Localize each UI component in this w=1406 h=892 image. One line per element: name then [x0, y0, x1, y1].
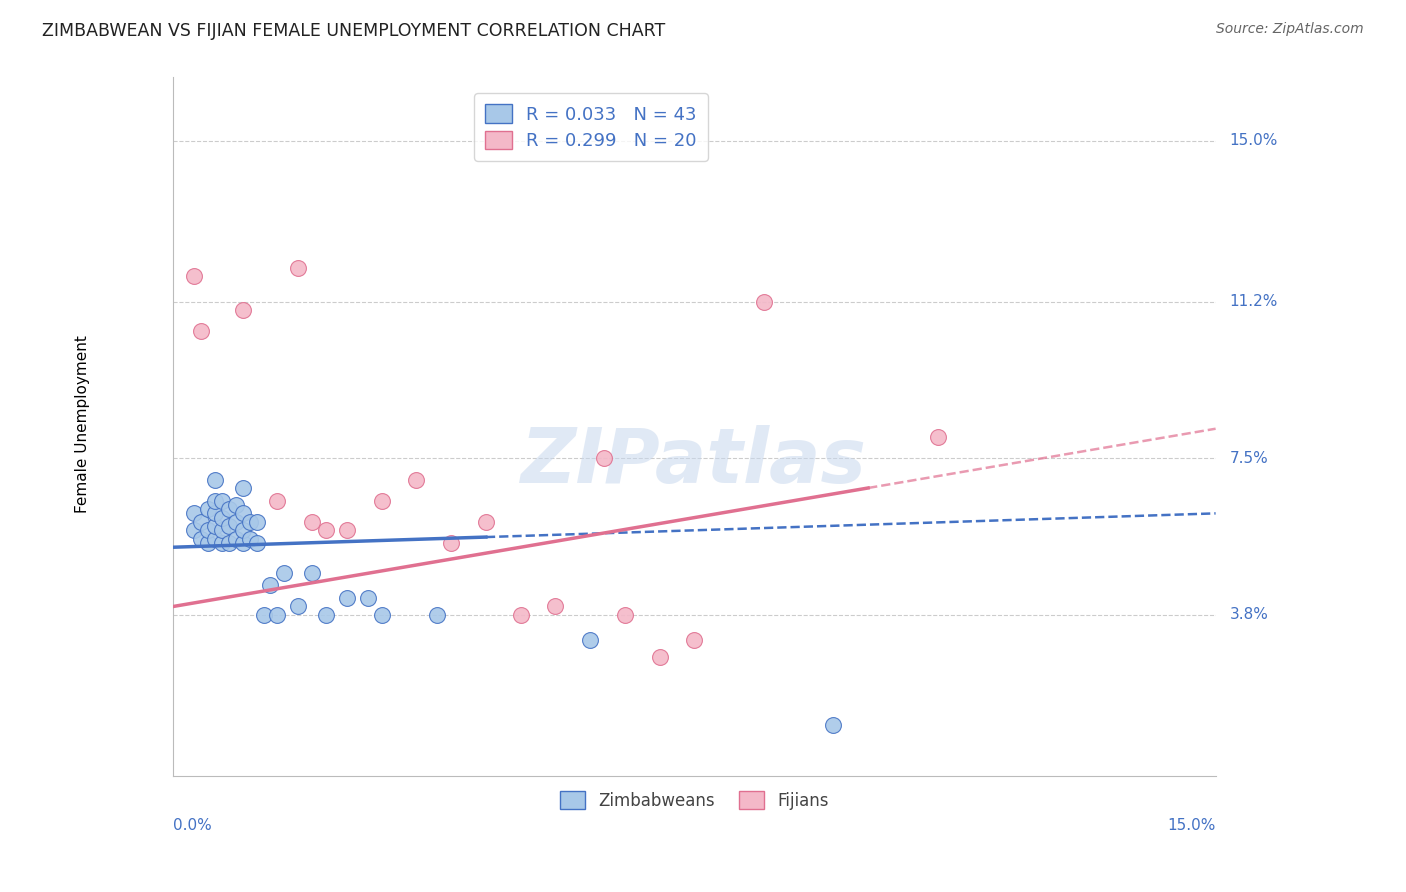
Point	[232, 524, 254, 538]
Text: 15.0%: 15.0%	[1167, 818, 1216, 833]
Text: Source: ZipAtlas.com: Source: ZipAtlas.com	[1216, 22, 1364, 37]
Point	[183, 507, 205, 521]
Point	[315, 607, 337, 622]
Point	[218, 502, 240, 516]
Point	[426, 607, 449, 622]
Point	[232, 481, 254, 495]
Point	[204, 532, 226, 546]
Point	[266, 607, 288, 622]
Point	[823, 718, 845, 732]
Point	[225, 498, 247, 512]
Point	[239, 532, 262, 546]
Point	[509, 607, 531, 622]
Point	[315, 524, 337, 538]
Point	[211, 493, 233, 508]
Point	[336, 524, 359, 538]
Point	[232, 303, 254, 318]
Point	[648, 650, 671, 665]
Point	[218, 536, 240, 550]
Text: 0.0%: 0.0%	[173, 818, 212, 833]
Point	[287, 260, 309, 275]
Point	[183, 269, 205, 284]
Text: 11.2%: 11.2%	[1229, 294, 1278, 310]
Point	[190, 325, 212, 339]
Point	[579, 633, 602, 648]
Text: ZIPatlas: ZIPatlas	[522, 425, 868, 499]
Point	[197, 524, 219, 538]
Point	[190, 515, 212, 529]
Point	[336, 591, 359, 605]
Point	[204, 519, 226, 533]
Legend: Zimbabweans, Fijians: Zimbabweans, Fijians	[553, 785, 837, 816]
Point	[211, 536, 233, 550]
Point	[225, 515, 247, 529]
Point	[204, 493, 226, 508]
Point	[211, 524, 233, 538]
Point	[211, 510, 233, 524]
Text: ZIMBABWEAN VS FIJIAN FEMALE UNEMPLOYMENT CORRELATION CHART: ZIMBABWEAN VS FIJIAN FEMALE UNEMPLOYMENT…	[42, 22, 665, 40]
Point	[232, 507, 254, 521]
Point	[544, 599, 567, 614]
Point	[266, 493, 288, 508]
Point	[259, 578, 281, 592]
Point	[301, 515, 323, 529]
Point	[239, 515, 262, 529]
Point	[301, 566, 323, 580]
Point	[245, 536, 267, 550]
Point	[183, 524, 205, 538]
Text: 15.0%: 15.0%	[1229, 134, 1278, 148]
Point	[683, 633, 706, 648]
Point	[370, 493, 392, 508]
Point	[252, 607, 274, 622]
Point	[593, 451, 616, 466]
Point	[440, 536, 463, 550]
Point	[405, 473, 427, 487]
Point	[204, 507, 226, 521]
Point	[927, 430, 949, 444]
Point	[752, 294, 775, 309]
Point	[225, 532, 247, 546]
Point	[273, 566, 295, 580]
Point	[245, 515, 267, 529]
Point	[197, 502, 219, 516]
Point	[218, 519, 240, 533]
Point	[232, 536, 254, 550]
Point	[357, 591, 380, 605]
Point	[370, 607, 392, 622]
Point	[613, 607, 636, 622]
Text: Female Unemployment: Female Unemployment	[76, 335, 90, 514]
Point	[197, 536, 219, 550]
Text: 7.5%: 7.5%	[1229, 450, 1268, 466]
Point	[190, 532, 212, 546]
Point	[287, 599, 309, 614]
Point	[475, 515, 498, 529]
Text: 3.8%: 3.8%	[1229, 607, 1268, 623]
Point	[204, 473, 226, 487]
